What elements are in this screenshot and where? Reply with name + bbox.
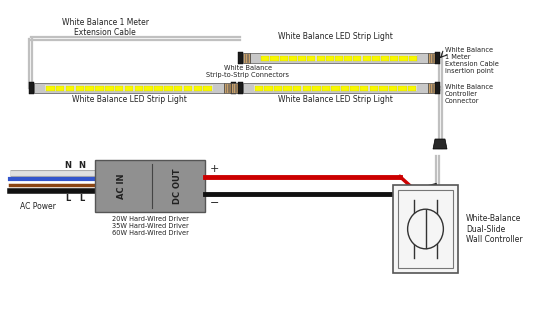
Text: AC IN: AC IN	[118, 173, 127, 199]
Bar	[274, 85, 282, 90]
Bar	[29, 82, 34, 94]
Bar	[144, 85, 153, 90]
Bar	[362, 56, 371, 60]
Text: L: L	[79, 194, 85, 203]
Bar	[204, 85, 212, 90]
Bar	[393, 185, 458, 273]
Bar	[322, 85, 330, 90]
Bar	[298, 56, 306, 60]
Bar	[135, 85, 143, 90]
Text: White Balance
1 Meter
Extension Cable
insertion point: White Balance 1 Meter Extension Cable in…	[445, 47, 499, 74]
Bar	[164, 85, 173, 90]
Bar	[174, 85, 183, 90]
Bar	[289, 56, 297, 60]
Bar	[115, 85, 124, 90]
Bar	[224, 83, 231, 93]
Bar	[283, 85, 292, 90]
Text: White Balance
Strip-to-Strip Connectors: White Balance Strip-to-Strip Connectors	[206, 65, 289, 78]
Bar	[335, 56, 343, 60]
Text: 20W Hard-Wired Driver
35W Hard-Wired Driver
60W Hard-Wired Driver: 20W Hard-Wired Driver 35W Hard-Wired Dri…	[112, 216, 189, 236]
Bar	[34, 83, 224, 93]
Bar	[360, 85, 368, 90]
Bar	[399, 56, 408, 60]
Bar	[435, 52, 440, 64]
Bar	[243, 83, 428, 93]
Bar	[75, 85, 84, 90]
Bar	[389, 85, 397, 90]
Text: White Balance LED Strip Light: White Balance LED Strip Light	[278, 95, 393, 104]
Polygon shape	[433, 139, 447, 149]
Text: N: N	[79, 161, 85, 170]
Text: DC OUT: DC OUT	[173, 168, 183, 204]
Bar	[307, 56, 315, 60]
Text: AC Power: AC Power	[20, 202, 56, 211]
Text: White Balance LED Strip Light: White Balance LED Strip Light	[72, 95, 186, 104]
Text: White Balance LED Strip Light: White Balance LED Strip Light	[278, 32, 393, 41]
Text: White Balance 1 Meter
Extension Cable: White Balance 1 Meter Extension Cable	[62, 18, 149, 37]
Bar	[46, 85, 213, 91]
Bar	[341, 85, 349, 90]
Bar	[238, 52, 243, 64]
Bar	[261, 55, 417, 61]
Bar	[265, 85, 273, 90]
Bar	[231, 82, 236, 94]
Text: White-Balance
Dual-Slide
Wall Controller: White-Balance Dual-Slide Wall Controller	[466, 214, 522, 244]
Bar	[317, 56, 324, 60]
Bar	[250, 53, 428, 63]
Bar	[331, 85, 340, 90]
Text: White Balance
Controller
Connector: White Balance Controller Connector	[445, 84, 493, 104]
Bar	[254, 85, 417, 91]
Bar	[65, 85, 74, 90]
Bar	[194, 85, 202, 90]
Bar	[372, 56, 380, 60]
Bar	[95, 85, 104, 90]
Text: +: +	[210, 164, 219, 174]
Bar	[231, 83, 238, 93]
Bar	[350, 85, 359, 90]
Bar	[154, 85, 163, 90]
Bar	[85, 85, 94, 90]
Bar	[261, 56, 270, 60]
Bar	[312, 85, 321, 90]
Bar	[408, 85, 416, 90]
Bar	[95, 160, 205, 212]
Bar	[255, 85, 263, 90]
Bar	[390, 56, 398, 60]
Bar	[125, 85, 133, 90]
Ellipse shape	[408, 209, 443, 249]
Text: −: −	[210, 198, 219, 208]
Bar	[370, 85, 378, 90]
Bar	[271, 56, 278, 60]
Bar	[428, 53, 435, 63]
Bar	[326, 56, 334, 60]
Bar	[379, 85, 388, 90]
Bar	[409, 56, 417, 60]
Bar	[398, 85, 406, 90]
Bar	[435, 82, 440, 94]
Bar	[243, 53, 250, 63]
Bar	[293, 85, 301, 90]
Bar	[280, 56, 288, 60]
Bar	[428, 83, 435, 93]
Bar	[56, 85, 64, 90]
Bar	[238, 82, 243, 94]
Text: N: N	[64, 161, 72, 170]
Bar	[381, 56, 389, 60]
Bar	[302, 85, 311, 90]
Bar	[354, 56, 361, 60]
Bar	[105, 85, 114, 90]
Text: L: L	[65, 194, 70, 203]
Bar	[46, 85, 54, 90]
Bar	[398, 190, 453, 268]
Bar	[344, 56, 352, 60]
Bar	[184, 85, 192, 90]
